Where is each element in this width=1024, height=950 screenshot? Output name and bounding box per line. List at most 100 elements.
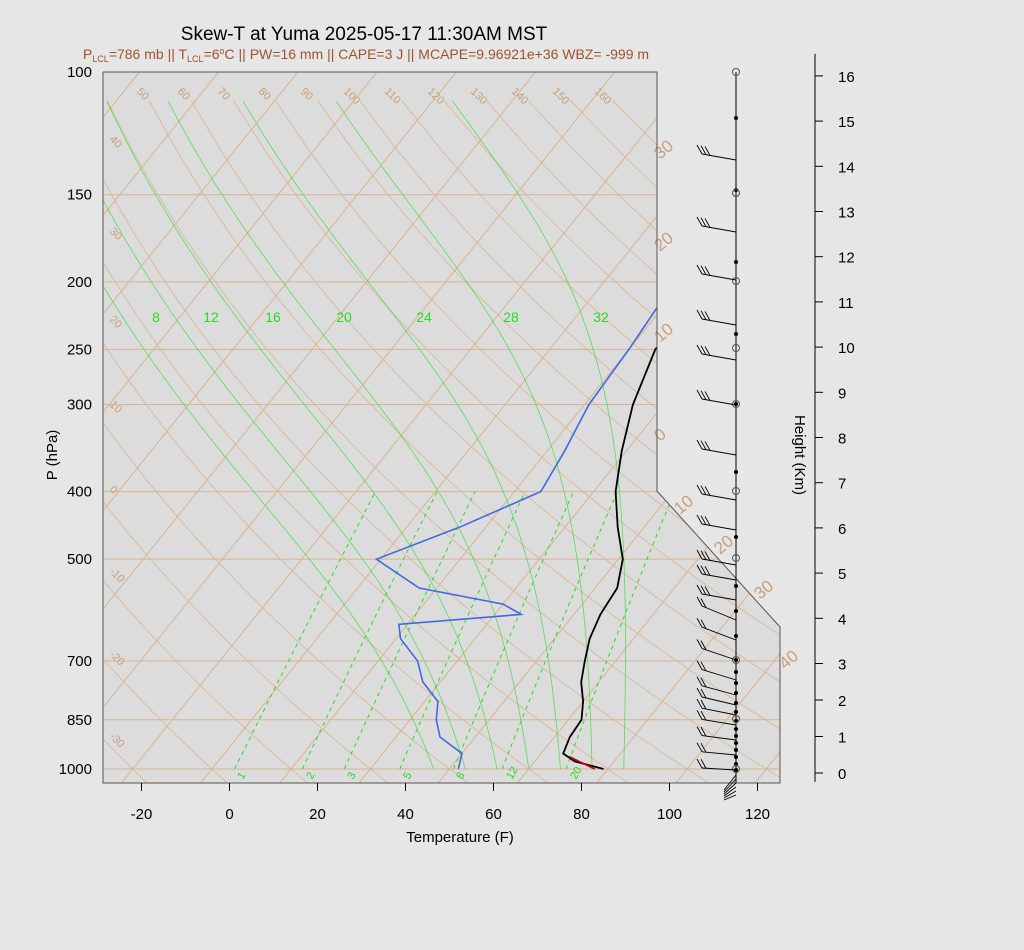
temperature-tick-label: 40 bbox=[397, 806, 414, 823]
height-tick-label: 1 bbox=[838, 730, 846, 747]
wind-barb bbox=[723, 778, 737, 793]
height-tick-label: 13 bbox=[838, 205, 855, 222]
wind-level-dot bbox=[734, 535, 738, 539]
wind-barb bbox=[701, 669, 737, 681]
wind-level-dot bbox=[734, 701, 738, 705]
wind-barb-flag bbox=[696, 758, 703, 769]
temperature-tick-label: 60 bbox=[485, 806, 502, 823]
moist-adiabat-label: 12 bbox=[203, 309, 219, 325]
wind-barb bbox=[701, 767, 737, 771]
height-axis-label: Height (Km) bbox=[791, 415, 808, 495]
wind-barb-flag bbox=[696, 564, 703, 575]
dry-adiabat-line bbox=[103, 100, 550, 783]
wind-level-dot bbox=[734, 710, 738, 714]
wind-barb-flag bbox=[696, 596, 703, 607]
wind-barb-flag bbox=[704, 566, 711, 576]
wind-barb-flag bbox=[704, 586, 711, 596]
wind-barb-flag bbox=[696, 549, 703, 560]
wind-barb-flag bbox=[700, 310, 707, 320]
height-tick-label: 2 bbox=[838, 693, 846, 710]
wind-level-marker bbox=[732, 715, 740, 723]
dry-adiabat-line bbox=[233, 100, 780, 783]
dry-adiabat-line bbox=[275, 100, 780, 783]
isotherm-line bbox=[0, 72, 60, 783]
wind-barb-flag bbox=[700, 440, 707, 450]
wind-barb bbox=[701, 448, 737, 456]
mixing-ratio-line bbox=[399, 491, 526, 770]
wind-barb-flag bbox=[700, 661, 707, 672]
wind-level-dot bbox=[734, 748, 738, 752]
wind-barb-flag bbox=[696, 484, 703, 495]
wind-barb-flag bbox=[700, 485, 707, 495]
wind-barb-flag bbox=[704, 391, 711, 401]
isotherm-line bbox=[121, 72, 695, 783]
wind-barb-flag bbox=[700, 217, 707, 227]
wind-barb-flag bbox=[696, 389, 703, 400]
wind-barb-flag bbox=[700, 598, 707, 608]
moist-adiabat-label: 28 bbox=[503, 309, 519, 325]
height-tick-label: 6 bbox=[838, 521, 846, 538]
wind-barb-flag bbox=[700, 145, 707, 155]
height-tick-label: 16 bbox=[838, 69, 855, 86]
wind-level-dot bbox=[734, 727, 738, 731]
isotherm-line bbox=[103, 72, 219, 783]
dry-adiabat-line bbox=[106, 100, 780, 783]
wind-level-dot bbox=[734, 691, 738, 695]
wind-level-dot bbox=[734, 670, 738, 674]
mixing-ratio-label: 3 bbox=[345, 770, 358, 781]
wind-barb-flag bbox=[696, 216, 703, 227]
wind-barb-flag bbox=[700, 619, 707, 629]
height-tick-label: 4 bbox=[838, 611, 846, 628]
wind-level-dot bbox=[734, 762, 738, 766]
height-tick-label: 8 bbox=[838, 431, 846, 448]
wind-level-dot bbox=[734, 609, 738, 613]
isotherm-line bbox=[103, 72, 457, 783]
wind-barb-flag bbox=[704, 441, 711, 451]
wind-barb-flag bbox=[704, 218, 711, 228]
wind-barb-flag bbox=[700, 265, 707, 275]
mixing-ratio-label: 2 bbox=[304, 770, 317, 781]
height-tick-label: 15 bbox=[838, 114, 855, 131]
wind-level-dot bbox=[734, 470, 738, 474]
x-axis-label: Temperature (F) bbox=[406, 829, 514, 846]
dry-adiabat-line bbox=[190, 100, 780, 783]
wind-barb-flag bbox=[700, 565, 707, 575]
temperature-axis: -20 0 20 40 60 80 100 120 bbox=[131, 783, 770, 823]
plot-area bbox=[103, 72, 780, 783]
mixing-ratio-line bbox=[343, 491, 476, 770]
wind-barb bbox=[701, 751, 737, 756]
wind-barb-flag bbox=[700, 640, 707, 650]
wind-barb bbox=[701, 707, 737, 716]
wind-level-marker bbox=[732, 656, 740, 664]
moist-adiabat-label: 32 bbox=[593, 309, 609, 325]
wind-level-dot bbox=[734, 681, 738, 685]
wind-barb bbox=[701, 718, 737, 726]
isotherm-line bbox=[103, 72, 536, 783]
wind-barb-flag bbox=[696, 617, 703, 628]
wind-level-dot bbox=[734, 734, 738, 738]
wind-barb bbox=[701, 225, 737, 233]
wind-barb bbox=[701, 573, 737, 581]
wind-barb bbox=[701, 353, 737, 361]
wind-barb-flag bbox=[704, 486, 711, 496]
mixing-ratio-label: 8 bbox=[454, 770, 467, 781]
height-tick-label: 3 bbox=[838, 657, 846, 674]
moist-adiabat-line bbox=[103, 100, 466, 770]
wind-level-dot bbox=[734, 332, 738, 336]
wind-barb-flag bbox=[696, 676, 703, 687]
wind-level-marker bbox=[732, 344, 740, 352]
isotherm-line bbox=[103, 72, 299, 783]
wind-barb bbox=[723, 794, 737, 801]
dry-adiabat-line bbox=[148, 100, 780, 783]
wind-barb-flag bbox=[696, 687, 703, 698]
plot-frame bbox=[102, 71, 781, 784]
mixing-ratio-line bbox=[234, 491, 376, 770]
wind-barb bbox=[701, 398, 737, 406]
wind-barb-flag bbox=[700, 688, 707, 699]
wind-barb-flag bbox=[696, 264, 703, 275]
pressure-tick-label: 850 bbox=[67, 712, 92, 729]
wind-barb-flag bbox=[696, 726, 703, 736]
wind-barb-flag bbox=[696, 742, 703, 753]
height-tick-label: 11 bbox=[838, 295, 854, 312]
wind-barb bbox=[701, 685, 737, 696]
